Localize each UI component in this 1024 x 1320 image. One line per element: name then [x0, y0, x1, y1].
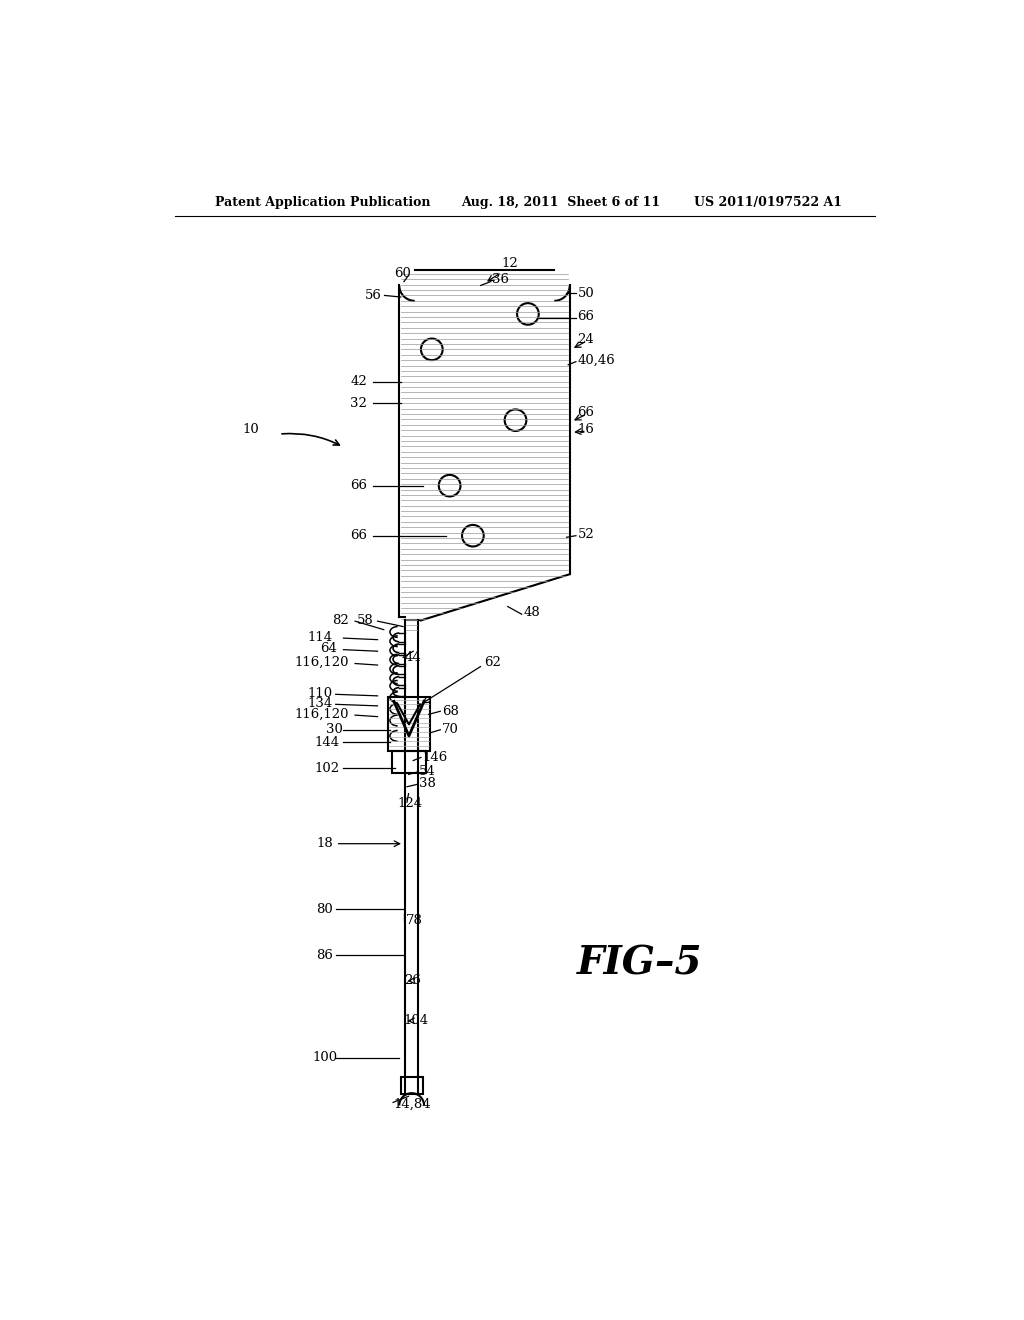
Text: 66: 66 — [578, 310, 595, 323]
Text: 24: 24 — [578, 333, 594, 346]
Text: 14,84: 14,84 — [393, 1097, 431, 1110]
Text: Aug. 18, 2011  Sheet 6 of 11: Aug. 18, 2011 Sheet 6 of 11 — [461, 195, 660, 209]
Text: 86: 86 — [316, 949, 333, 962]
Text: 82: 82 — [333, 614, 349, 627]
Bar — [388, 697, 430, 751]
Text: 110: 110 — [308, 686, 333, 700]
Text: 18: 18 — [316, 837, 333, 850]
Text: 114: 114 — [308, 631, 333, 644]
Text: 58: 58 — [356, 614, 374, 627]
Text: 66: 66 — [578, 407, 595, 418]
Text: 40,46: 40,46 — [578, 354, 615, 367]
Text: 68: 68 — [442, 705, 459, 718]
Text: 60: 60 — [394, 268, 411, 280]
Text: 144: 144 — [314, 735, 339, 748]
Text: 66: 66 — [350, 529, 368, 543]
Text: 26: 26 — [403, 974, 421, 987]
Text: 134: 134 — [308, 697, 333, 710]
Text: US 2011/0197522 A1: US 2011/0197522 A1 — [693, 195, 842, 209]
Text: 102: 102 — [314, 762, 339, 775]
Bar — [400, 1077, 423, 1094]
Text: 100: 100 — [312, 1051, 338, 1064]
Text: 116,120: 116,120 — [295, 656, 349, 669]
Text: 44: 44 — [404, 651, 422, 664]
Text: 36: 36 — [493, 273, 509, 286]
Text: 38: 38 — [419, 777, 435, 791]
Text: 116,120: 116,120 — [295, 708, 349, 721]
Text: 16: 16 — [578, 422, 594, 436]
Text: 42: 42 — [350, 375, 368, 388]
Text: 64: 64 — [321, 643, 337, 656]
Text: 66: 66 — [350, 479, 368, 492]
Text: 12: 12 — [502, 257, 518, 271]
Text: 30: 30 — [326, 723, 342, 737]
Text: 54: 54 — [419, 764, 435, 777]
Text: 146: 146 — [423, 751, 447, 764]
Text: 124: 124 — [397, 797, 423, 810]
Text: 50: 50 — [578, 286, 594, 300]
Text: Patent Application Publication: Patent Application Publication — [215, 195, 430, 209]
Text: 32: 32 — [350, 397, 368, 409]
Text: 56: 56 — [366, 289, 382, 302]
Text: 52: 52 — [578, 528, 594, 541]
Bar — [391, 751, 426, 774]
Text: 104: 104 — [403, 1014, 429, 1027]
Text: 80: 80 — [316, 903, 333, 916]
Text: 10: 10 — [243, 422, 259, 436]
Text: FIG–5: FIG–5 — [577, 944, 702, 982]
Text: 70: 70 — [442, 723, 459, 737]
Text: 62: 62 — [484, 656, 502, 669]
Text: 48: 48 — [523, 606, 540, 619]
Text: 78: 78 — [406, 915, 422, 927]
